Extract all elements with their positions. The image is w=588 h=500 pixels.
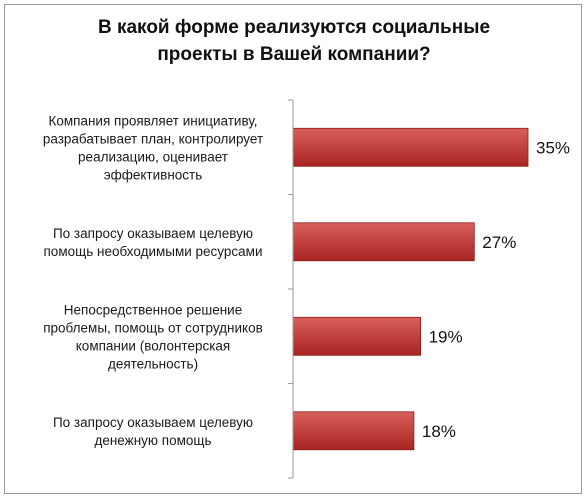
category-label: эффективность: [104, 167, 203, 182]
category-label: деятельность): [108, 356, 198, 371]
value-label: 19%: [429, 327, 463, 346]
category-label: реализацию, оценивает: [78, 149, 228, 164]
bar: [292, 127, 529, 167]
category-label: Компания проявляет инициативу,: [49, 113, 258, 128]
bar: [292, 222, 475, 262]
category-label: проблемы, помощь от сотрудников: [43, 320, 263, 335]
chart-title-line-1: В какой форме реализуются социальные: [97, 17, 491, 38]
value-label: 27%: [482, 233, 516, 252]
category-label: Непосредственное решение: [64, 302, 242, 317]
chart-title: В какой форме реализуются социальные про…: [0, 14, 588, 68]
category-label: По запросу оказываем целевую: [53, 226, 253, 241]
category-label: денежную помощь: [94, 433, 211, 448]
category-label: разрабатывает план, контролирует: [43, 131, 263, 146]
value-label: 35%: [536, 138, 570, 157]
category-label: помощь необходимыми ресурсами: [44, 244, 263, 259]
chart-title-line-2: проекты в Вашей компании?: [157, 44, 431, 65]
category-label: компании (волонтерская: [76, 338, 231, 353]
bar: [292, 316, 421, 356]
bar: [292, 411, 415, 451]
value-label: 18%: [422, 422, 456, 441]
category-label: По запросу оказываем целевую: [53, 415, 253, 430]
